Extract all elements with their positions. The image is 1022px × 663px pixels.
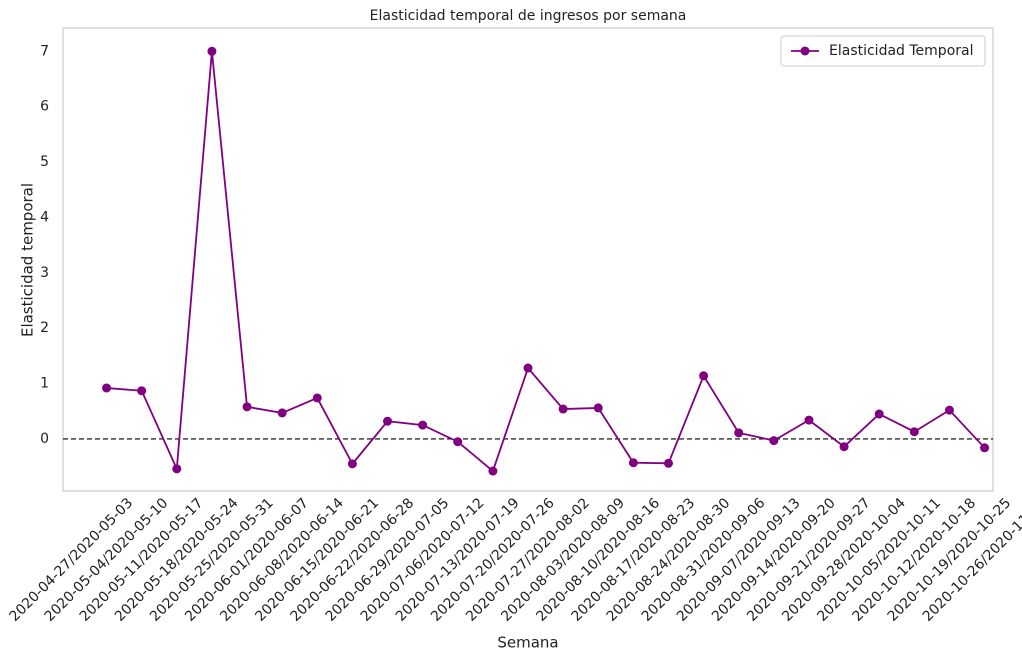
data-point xyxy=(347,459,357,469)
data-point xyxy=(663,458,673,468)
data-point xyxy=(734,428,744,438)
y-tick-label: 2 xyxy=(40,320,49,336)
data-point xyxy=(102,383,112,393)
data-point xyxy=(312,393,322,403)
y-axis-label: Elasticidad temporal xyxy=(19,183,37,337)
data-point xyxy=(418,420,428,430)
series-line xyxy=(106,51,986,473)
data-point xyxy=(488,466,498,476)
data-point xyxy=(628,458,638,468)
data-point xyxy=(839,442,849,452)
plot-frame xyxy=(62,27,994,492)
data-point xyxy=(558,404,568,414)
y-tick-label: 7 xyxy=(40,43,49,59)
y-tick-label: 6 xyxy=(40,99,49,115)
data-point xyxy=(699,371,709,381)
data-point xyxy=(383,416,393,426)
data-point xyxy=(874,409,884,419)
data-point xyxy=(523,363,533,373)
data-point xyxy=(593,403,603,413)
legend-box xyxy=(780,35,986,67)
data-point xyxy=(172,464,182,474)
data-point xyxy=(980,443,990,453)
legend-label: Elasticidad Temporal xyxy=(829,43,973,59)
data-point xyxy=(453,437,463,447)
data-point xyxy=(909,427,919,437)
y-tick-label: 3 xyxy=(40,265,49,281)
y-tick-label: 4 xyxy=(40,209,49,225)
x-axis-label: Semana xyxy=(497,634,558,652)
data-point xyxy=(769,436,779,446)
y-tick-label: 1 xyxy=(40,376,49,392)
data-point xyxy=(944,405,954,415)
y-tick-label: 0 xyxy=(40,431,49,447)
y-tick-label: 5 xyxy=(40,154,49,170)
data-point xyxy=(804,415,814,425)
data-point xyxy=(242,402,252,412)
legend-marker xyxy=(800,46,810,56)
chart-title: Elasticidad temporal de ingresos por sem… xyxy=(370,8,687,24)
data-point xyxy=(207,46,217,56)
data-point xyxy=(277,408,287,418)
data-point xyxy=(137,386,147,396)
